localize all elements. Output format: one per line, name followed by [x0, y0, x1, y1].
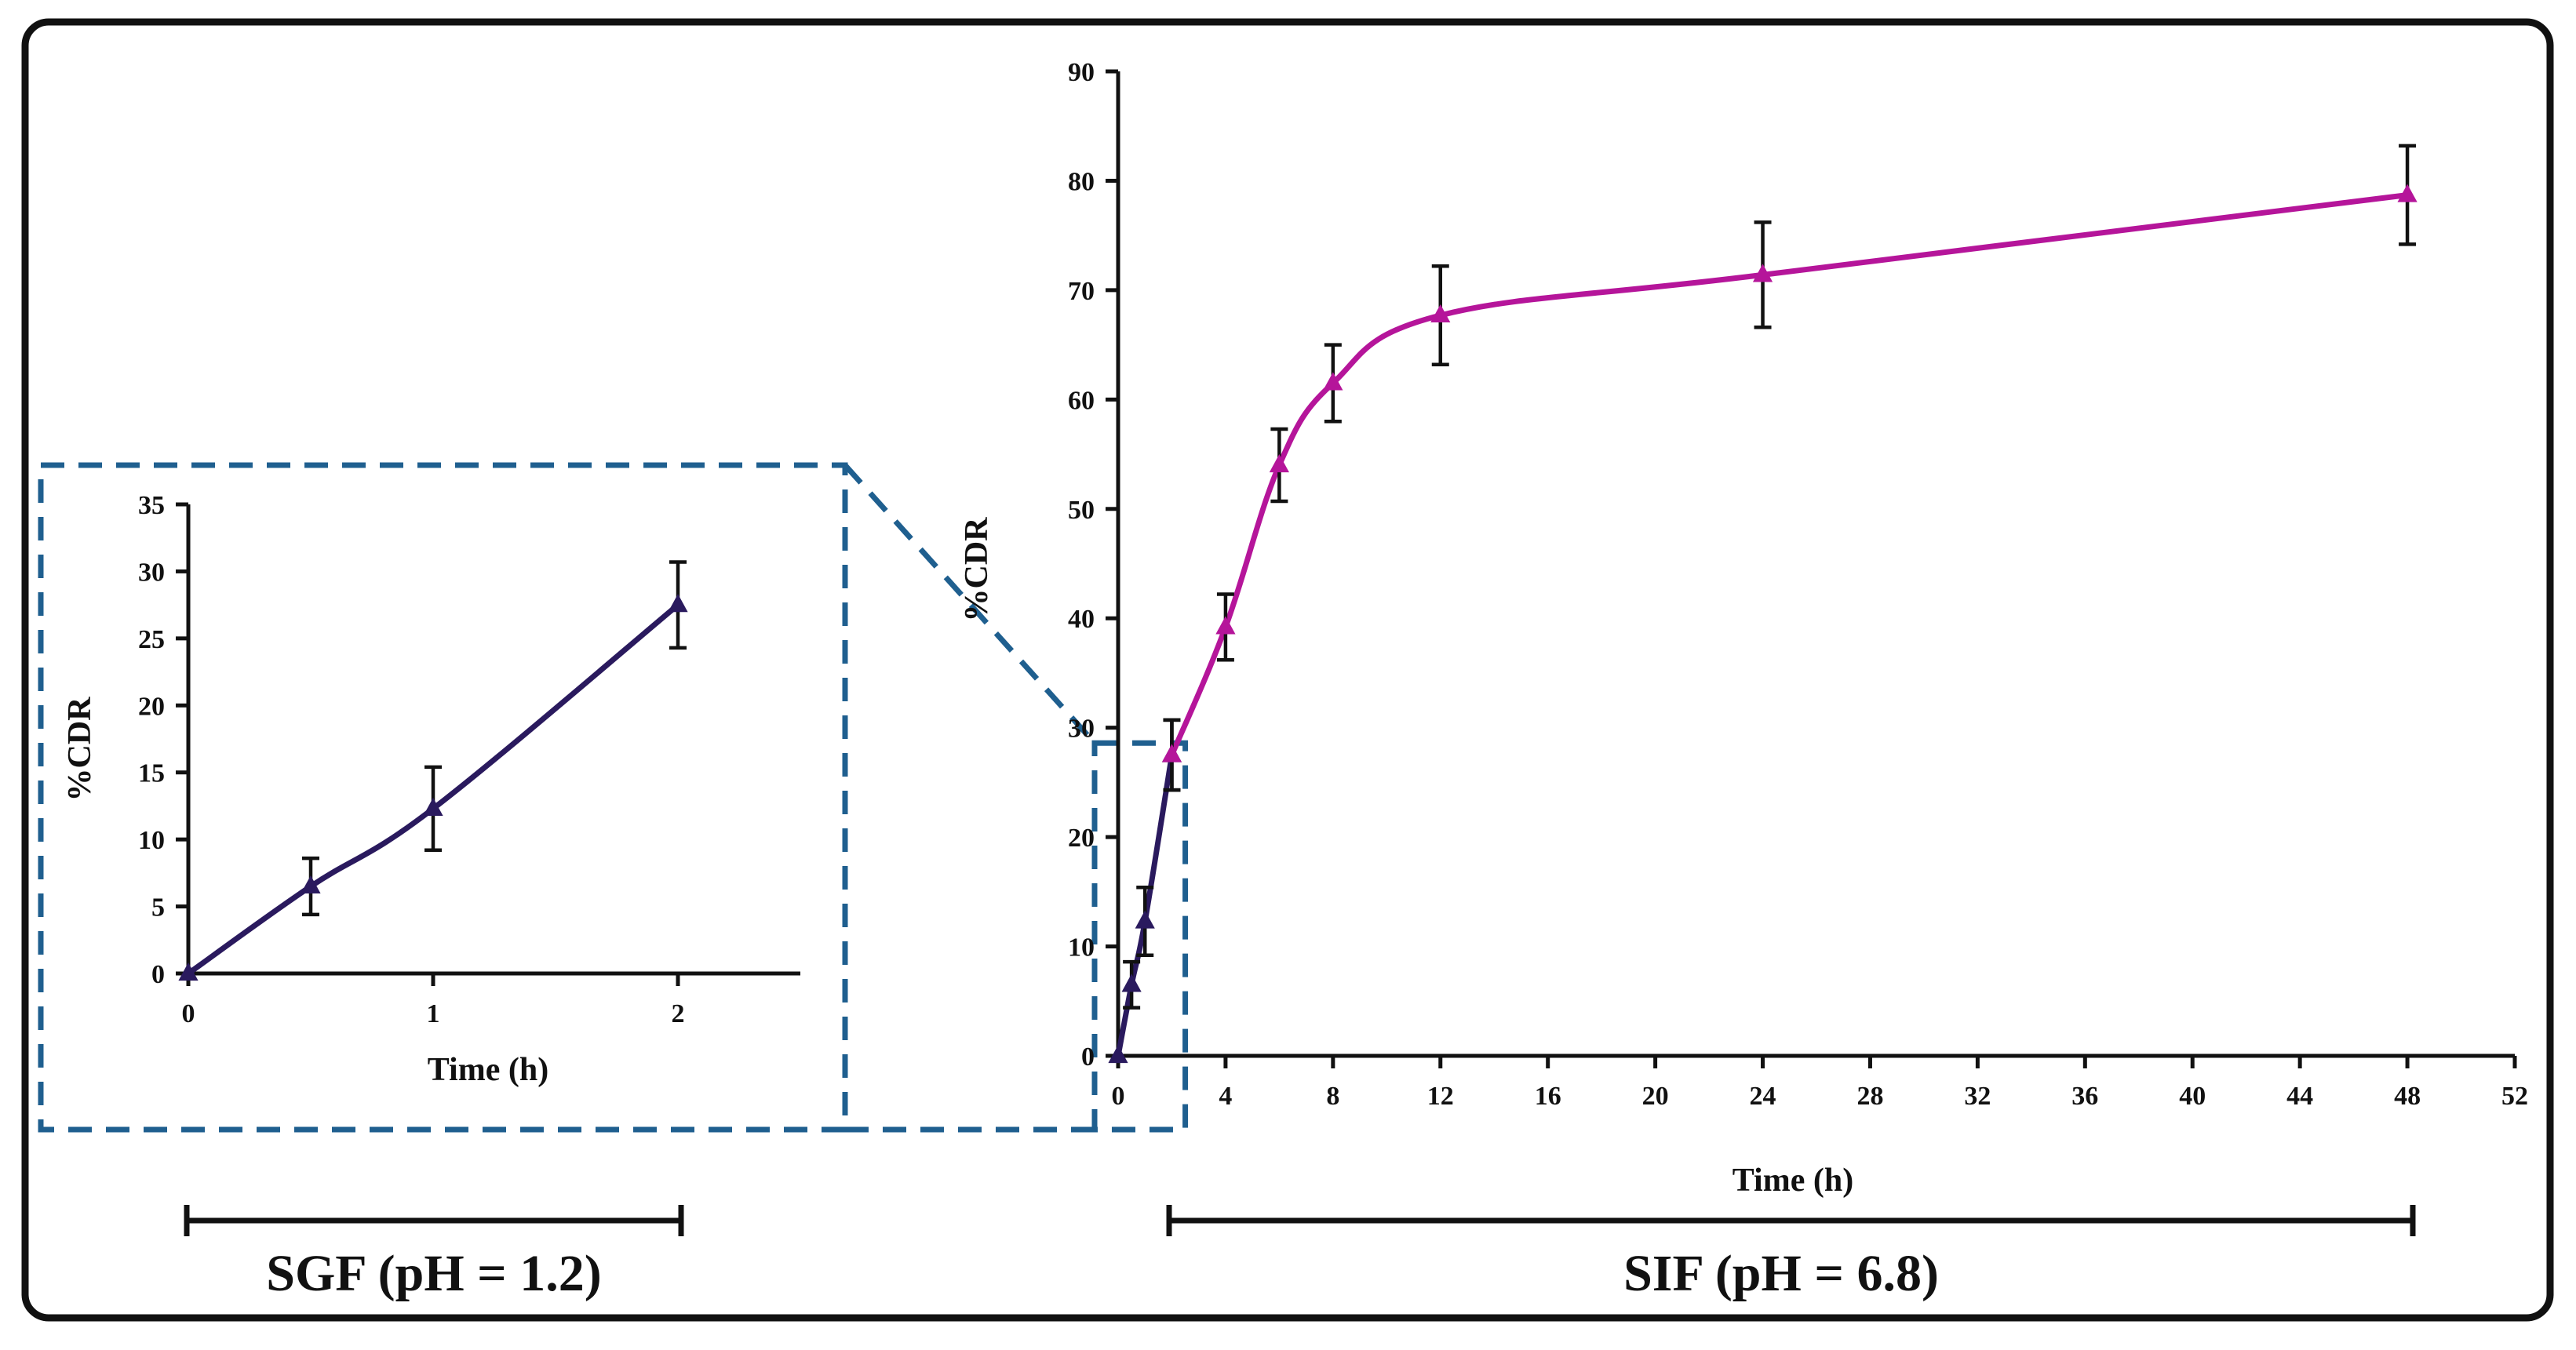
main-x-tick-label: 20	[1642, 1082, 1669, 1111]
inset-x-tick-labels: 0 1 2	[182, 999, 685, 1028]
main-sgf-marker	[1121, 973, 1142, 992]
sif-phase-bracket	[1166, 1205, 2416, 1236]
inset-y-tick-label: 35	[138, 491, 165, 520]
inset-x-tick-label: 2	[672, 999, 685, 1028]
main-x-tick-label: 8	[1326, 1082, 1339, 1111]
main-y-tick-label: 20	[1068, 824, 1095, 853]
main-x-tick-label: 40	[2179, 1082, 2206, 1111]
sgf-phase-bracket	[184, 1205, 684, 1236]
main-y-tick-label: 40	[1068, 605, 1095, 634]
inset-frame	[38, 462, 848, 1133]
inset-sgf-marker	[301, 875, 321, 894]
main-sgf-marker	[1108, 1045, 1128, 1064]
inset-sgf-line	[186, 602, 680, 976]
main-axes	[1106, 69, 2517, 1068]
main-y-tick-label: 80	[1068, 167, 1095, 196]
inset-sgf-marker	[423, 797, 443, 816]
zoom-indicator	[38, 462, 1189, 1133]
inset-x-tick-label: 0	[182, 999, 195, 1028]
inset-sgf-marker	[668, 594, 688, 613]
main-x-tick-label: 24	[1750, 1082, 1776, 1111]
inset-x-tick-label: 1	[427, 999, 440, 1028]
inset-y-tick-label: 15	[138, 759, 165, 788]
main-x-tick-label: 28	[1856, 1082, 1883, 1111]
main-markers	[1108, 184, 2418, 1064]
main-sif-marker	[1430, 304, 1451, 323]
main-x-tick-label: 12	[1427, 1082, 1454, 1111]
sgf-phase-label: SGF (pH = 1.2)	[266, 1245, 602, 1302]
inset-y-axis-title: %CDR	[62, 697, 98, 802]
zoom-connector-top	[843, 463, 1097, 745]
main-y-tick-label: 60	[1068, 386, 1095, 415]
inset-sgf-marker	[178, 962, 199, 981]
inset-chart: 0 5 10 15 20 25 30 35 0 1 2 Time (h) %CDR	[62, 491, 800, 1088]
inset-y-tick-label: 25	[138, 625, 165, 654]
main-y-tick-label: 0	[1081, 1043, 1095, 1072]
zoom-source-box	[1091, 740, 1189, 1133]
inset-y-tick-label: 10	[138, 826, 165, 855]
main-x-tick-label: 4	[1219, 1082, 1232, 1111]
main-x-tick-label: 52	[2501, 1082, 2528, 1111]
inset-y-tick-label: 5	[151, 893, 165, 922]
main-sif-marker	[1269, 454, 1289, 473]
main-sif-marker	[1752, 264, 1773, 282]
main-y-tick-label: 70	[1068, 277, 1095, 306]
main-x-tick-label: 16	[1535, 1082, 1561, 1111]
inset-y-tick-labels: 0 5 10 15 20 25 30 35	[138, 491, 165, 989]
inset-series-lines	[186, 602, 680, 976]
main-sif-marker	[2397, 184, 2418, 202]
main-x-tick-label: 48	[2394, 1082, 2421, 1111]
main-sgf-marker	[1135, 910, 1155, 929]
main-sgf-line	[1115, 754, 1175, 1057]
main-y-tick-label: 50	[1068, 496, 1095, 525]
inset-x-axis-title: Time (h)	[428, 1052, 548, 1088]
main-y-tick-labels: 0 10 20 30 40 50 60 70 80 90	[1068, 58, 1095, 1072]
inset-axes	[176, 502, 800, 986]
main-y-tick-label: 10	[1068, 933, 1095, 962]
main-x-tick-labels: 0 4 8 12 16 20 24 28 32 36 40 44 48 52	[1112, 1082, 2529, 1111]
main-sif-marker	[1161, 744, 1182, 762]
inset-y-tick-label: 20	[138, 692, 165, 721]
main-x-axis-title: Time (h)	[1733, 1163, 1853, 1199]
inset-y-tick-label: 30	[138, 558, 165, 587]
figure-frame	[21, 18, 2554, 1322]
main-sif-marker	[1215, 616, 1236, 635]
inset-y-tick-label: 0	[151, 960, 165, 989]
main-sif-marker	[1323, 372, 1343, 391]
main-series-lines	[1115, 192, 2408, 1057]
main-sif-line	[1169, 192, 2408, 756]
main-x-tick-label: 44	[2286, 1082, 2313, 1111]
main-x-tick-label: 36	[2071, 1082, 2098, 1111]
main-y-axis-title: %CDR	[959, 517, 995, 622]
sif-phase-label: SIF (pH = 6.8)	[1623, 1245, 1939, 1302]
inset-markers	[178, 594, 688, 981]
main-x-tick-label: 0	[1112, 1082, 1125, 1111]
main-y-tick-label: 30	[1068, 715, 1095, 744]
main-x-tick-label: 32	[1964, 1082, 1991, 1111]
main-y-tick-label: 90	[1068, 58, 1095, 87]
